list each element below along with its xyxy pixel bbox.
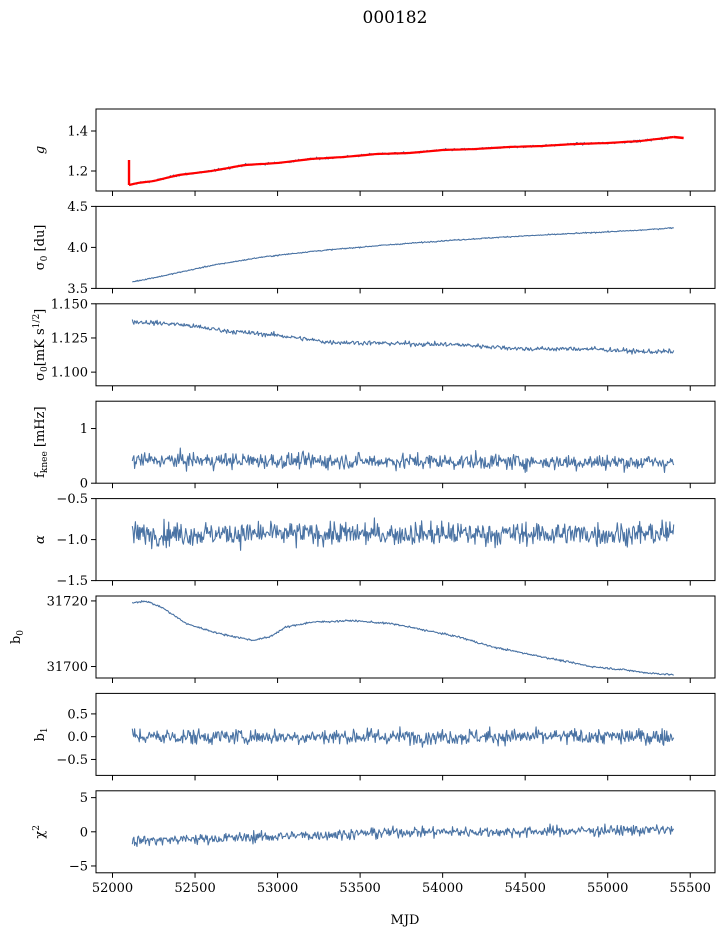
y-tick-label: 1.100 — [51, 366, 88, 381]
panel-8: −5 0 5 52000 52500 53000 53500 54000 54500 55000 5… — [32, 790, 716, 896]
series-line — [131, 600, 674, 676]
y-tick-label: 3.5 — [67, 282, 88, 297]
x-axis-label: MJD — [391, 913, 420, 928]
axes-frame — [95, 498, 716, 582]
panel-7: −0.5 0.0 0.5 b1 — [33, 692, 716, 781]
y-tick-label: 5 — [80, 791, 88, 806]
y-tick-label: 0.0 — [67, 730, 88, 745]
y-axis-label: χ2 — [32, 825, 48, 839]
x-tick-label: 53000 — [257, 881, 298, 896]
y-tick-label: −0.5 — [56, 753, 88, 768]
x-tick-label: 55500 — [670, 881, 711, 896]
fit-line — [128, 135, 674, 187]
panels: 1.2 1.4 g 3.5 4.0 4.5 σ0 [du] 1.100 1.125 1.150σ0… — [9, 108, 716, 896]
x-tick-label: 52000 — [92, 881, 133, 896]
series-line — [131, 726, 675, 748]
y-tick-label: 4.5 — [67, 200, 88, 215]
series-line — [132, 227, 674, 283]
y-tick-label: 1.125 — [51, 331, 88, 346]
y-axis-label: g — [33, 146, 48, 154]
y-tick-label: 31720 — [47, 594, 88, 609]
y-tick-label: 1.2 — [67, 165, 88, 180]
axes-frame — [95, 692, 716, 776]
y-tick-label: 4.0 — [67, 241, 88, 256]
axes-frame — [95, 108, 716, 192]
axes-frame — [95, 400, 716, 484]
x-tick-label: 54000 — [422, 881, 463, 896]
y-tick-label: −0.5 — [56, 492, 88, 507]
x-tick-label: 52500 — [174, 881, 215, 896]
y-axis-label: b0 — [9, 630, 26, 644]
series-line — [131, 517, 675, 551]
y-tick-label: 0.5 — [67, 707, 88, 722]
y-tick-label: 1.4 — [67, 125, 88, 140]
y-tick-label: −1.5 — [56, 574, 88, 589]
axes-frame — [95, 595, 716, 679]
series-line — [131, 319, 675, 355]
y-axis-label: fknee [mHz] — [33, 406, 50, 478]
y-axis-label: σ0 [du] — [33, 225, 50, 271]
panel-6: 31700 31720 b0 — [9, 594, 716, 683]
y-tick-label: −1.0 — [56, 533, 88, 548]
y-tick-label: 1.150 — [51, 297, 88, 312]
y-tick-label: 0 — [80, 477, 88, 492]
x-tick-label: 53500 — [339, 881, 380, 896]
y-axis-label: σ0[mK s1/2] — [32, 309, 50, 381]
axes-frame — [95, 790, 716, 874]
axes-frame — [95, 303, 716, 387]
y-axis-label: b1 — [33, 727, 50, 741]
series-line — [131, 823, 675, 848]
panel-1: 1.2 1.4 g — [33, 108, 716, 196]
series-line — [131, 447, 675, 473]
y-tick-label: 0 — [80, 825, 88, 840]
axes-frame — [95, 205, 716, 289]
panel-4: 0 1 fknee [mHz] — [33, 400, 716, 492]
figure-title: 000182 — [363, 8, 428, 28]
x-tick-label: 54500 — [504, 881, 545, 896]
x-tick-label: 55000 — [587, 881, 628, 896]
y-tick-label: −5 — [69, 859, 88, 874]
y-tick-label: 1 — [80, 422, 88, 437]
panel-2: 3.5 4.0 4.5 σ0 [du] — [33, 200, 716, 297]
y-tick-label: 31700 — [47, 660, 88, 675]
fit-end-tail — [673, 135, 684, 140]
y-axis-label: α — [33, 535, 48, 544]
panel-5: −1.5 −1.0 −0.5 α — [33, 492, 716, 589]
